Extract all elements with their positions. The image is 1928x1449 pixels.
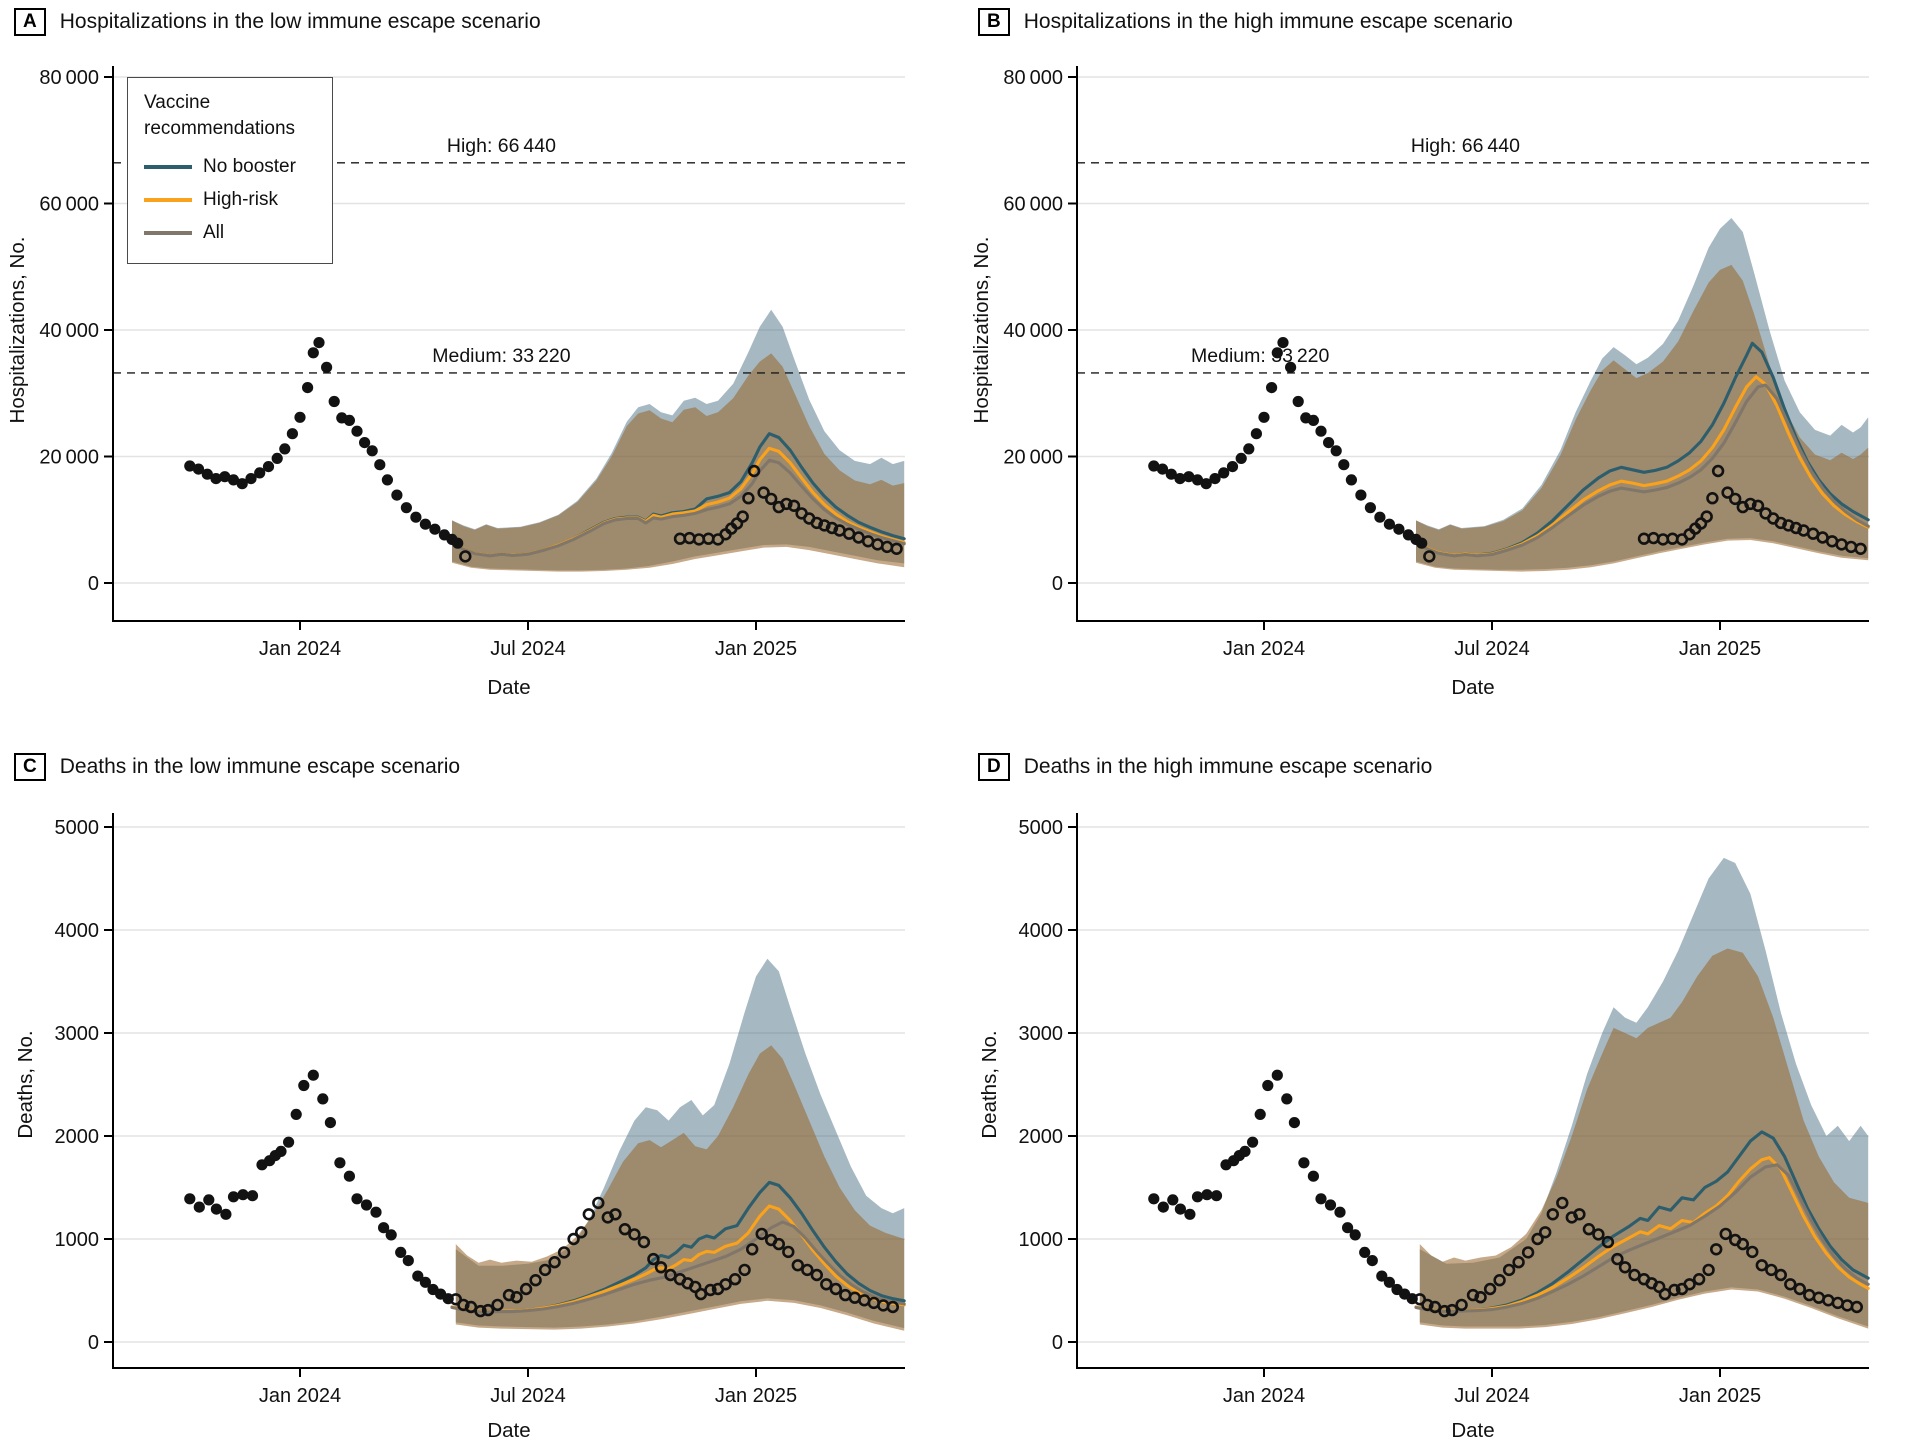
axes: 0 20 000 40 000 60 000 80 000 Jan 2024 Jul 202…	[1003, 66, 1869, 660]
svg-text:Jan 2024: Jan 2024	[1223, 1385, 1305, 1407]
panel-deaths-low-escape: C Deaths in the low immune escape scenar…	[0, 725, 964, 1449]
svg-text:Jan 2025: Jan 2025	[1679, 1385, 1761, 1407]
panel-hospitalizations-high-escape: B Hospitalizations in the high immune es…	[964, 0, 1928, 725]
svg-text:2000: 2000	[1019, 1126, 1064, 1148]
svg-text:Jul 2024: Jul 2024	[1454, 638, 1530, 660]
legend-title: Vaccine recommendations	[144, 92, 296, 139]
axes: 0 1000 2000 3000 4000 5000 Jan 2024 Jul 2024 Jan…	[1019, 813, 1869, 1407]
svg-text:Jul 2024: Jul 2024	[490, 1385, 566, 1407]
x-axis-title: Date	[1451, 1419, 1494, 1442]
panel-hospitalizations-low-escape: A Hospitalizations in the low immune esc…	[0, 0, 964, 725]
svg-text:60 000: 60 000	[1003, 194, 1063, 216]
chart-deaths-high-escape: 0 1000 2000 3000 4000 5000 Jan 2024 Jul 2024 Jan…	[978, 813, 1870, 1442]
panel-d-title: Deaths in the high immune escape scenari…	[1023, 755, 1433, 778]
chart-deaths-low-escape: 0 1000 2000 3000 4000 5000 Jan 2024 Jul 2024 Jan…	[14, 813, 906, 1442]
threshold-lines: High: 66 440 Medium: 33 220	[1077, 135, 1869, 374]
legend-item-no-booster: No booster	[144, 150, 314, 183]
svg-text:Medium: 33 220: Medium: 33 220	[1191, 345, 1329, 367]
threshold-lines: High: 66 440 Medium: 33 220	[113, 135, 905, 374]
svg-text:1000: 1000	[55, 1229, 100, 1251]
svg-text:Jan 2024: Jan 2024	[259, 1385, 341, 1407]
panel-c-header: C Deaths in the low immune escape scenar…	[14, 753, 460, 781]
svg-text:2000: 2000	[55, 1126, 100, 1148]
legend-label-all: All	[203, 221, 225, 243]
svg-text:3000: 3000	[55, 1023, 100, 1045]
panel-b-header: B Hospitalizations in the high immune es…	[978, 8, 1513, 36]
observed-data-points	[184, 337, 903, 563]
svg-text:4000: 4000	[1019, 920, 1064, 942]
svg-text:Jul 2024: Jul 2024	[490, 638, 566, 660]
x-axis-title: Date	[1451, 676, 1494, 699]
observed-data-points	[184, 1069, 899, 1318]
y-axis-title: Hospitalizations, No.	[970, 237, 993, 424]
legend-item-high-risk: High-risk	[144, 183, 314, 216]
svg-text:Jan 2024: Jan 2024	[1223, 638, 1305, 660]
series-all	[1414, 383, 1870, 558]
series-all	[450, 458, 906, 558]
svg-text:Jan 2025: Jan 2025	[715, 638, 797, 660]
y-axis-title: Hospitalizations, No.	[6, 237, 29, 424]
panel-a-header: A Hospitalizations in the low immune esc…	[14, 8, 541, 36]
svg-text:Medium: 33 220: Medium: 33 220	[432, 345, 570, 367]
panel-d-header: D Deaths in the high immune escape scena…	[978, 753, 1432, 781]
svg-text:5000: 5000	[1019, 817, 1064, 839]
chart-hospitalizations-low-escape: High: 66 440 Medium: 33 220 0 20 000 40 000 6…	[6, 66, 906, 699]
svg-text:Jan 2025: Jan 2025	[1679, 638, 1761, 660]
observed-data-points	[1148, 337, 1867, 563]
projection-lines	[450, 432, 906, 558]
no-booster-line-swatch	[144, 164, 192, 169]
uncertainty-bands	[1419, 857, 1869, 1329]
svg-text:High: 66 440: High: 66 440	[447, 135, 556, 157]
svg-text:1000: 1000	[1019, 1229, 1064, 1251]
svg-text:0: 0	[1052, 573, 1063, 595]
svg-text:40 000: 40 000	[1003, 320, 1063, 342]
svg-text:20 000: 20 000	[1003, 447, 1063, 469]
svg-text:80 000: 80 000	[1003, 67, 1063, 89]
svg-text:60 000: 60 000	[39, 194, 99, 216]
svg-text:4000: 4000	[55, 920, 100, 942]
legend-label-no-booster: No booster	[203, 155, 296, 177]
x-axis-title: Date	[487, 1419, 530, 1442]
projection-lines	[450, 1180, 906, 1314]
svg-text:High: 66 440: High: 66 440	[1411, 135, 1520, 157]
uncertainty-bands	[1416, 218, 1869, 572]
series-all	[1414, 1163, 1870, 1314]
svg-text:80 000: 80 000	[39, 67, 99, 89]
panel-c-title: Deaths in the low immune escape scenario	[59, 755, 461, 778]
svg-text:Jul 2024: Jul 2024	[1454, 1385, 1530, 1407]
svg-text:0: 0	[88, 573, 99, 595]
legend-label-high-risk: High-risk	[203, 188, 278, 210]
svg-text:20 000: 20 000	[39, 447, 99, 469]
series-all	[450, 1220, 906, 1314]
panel-b-title: Hospitalizations in the high immune esca…	[1023, 10, 1513, 33]
panel-a-letter: A	[14, 8, 46, 36]
svg-text:Jan 2024: Jan 2024	[259, 638, 341, 660]
panel-d-letter: D	[978, 753, 1010, 781]
panel-c-letter: C	[14, 753, 46, 781]
observed-data-points	[1148, 1069, 1863, 1318]
axes: 0 20 000 40 000 60 000 80 000 Jan 2024 Jul 202…	[39, 66, 905, 660]
x-axis-title: Date	[487, 676, 530, 699]
y-axis-title: Deaths, No.	[978, 1030, 1001, 1138]
legend-item-all: All	[144, 216, 314, 249]
vaccine-recommendations-legend: Vaccine recommendations No booster High-…	[127, 77, 333, 264]
panel-deaths-high-escape: D Deaths in the high immune escape scena…	[964, 725, 1928, 1449]
svg-text:3000: 3000	[1019, 1023, 1064, 1045]
y-axis-title: Deaths, No.	[14, 1030, 37, 1138]
projection-lines	[1414, 1130, 1870, 1314]
svg-text:0: 0	[1052, 1332, 1063, 1354]
svg-text:0: 0	[88, 1332, 99, 1354]
svg-text:Jan 2025: Jan 2025	[715, 1385, 797, 1407]
uncertainty-bands	[455, 958, 905, 1331]
projection-lines	[1414, 341, 1870, 558]
svg-text:40 000: 40 000	[39, 320, 99, 342]
panel-b-letter: B	[978, 8, 1010, 36]
svg-text:5000: 5000	[55, 817, 100, 839]
high-risk-line-swatch	[144, 197, 192, 202]
chart-hospitalizations-high-escape: High: 66 440 Medium: 33 220 0 20 000 40 000 6…	[970, 66, 1870, 699]
all-line-swatch	[144, 230, 192, 235]
panel-a-title: Hospitalizations in the low immune escap…	[59, 10, 541, 33]
axes: 0 1000 2000 3000 4000 5000 Jan 2024 Jul 2024 Jan…	[55, 813, 905, 1407]
